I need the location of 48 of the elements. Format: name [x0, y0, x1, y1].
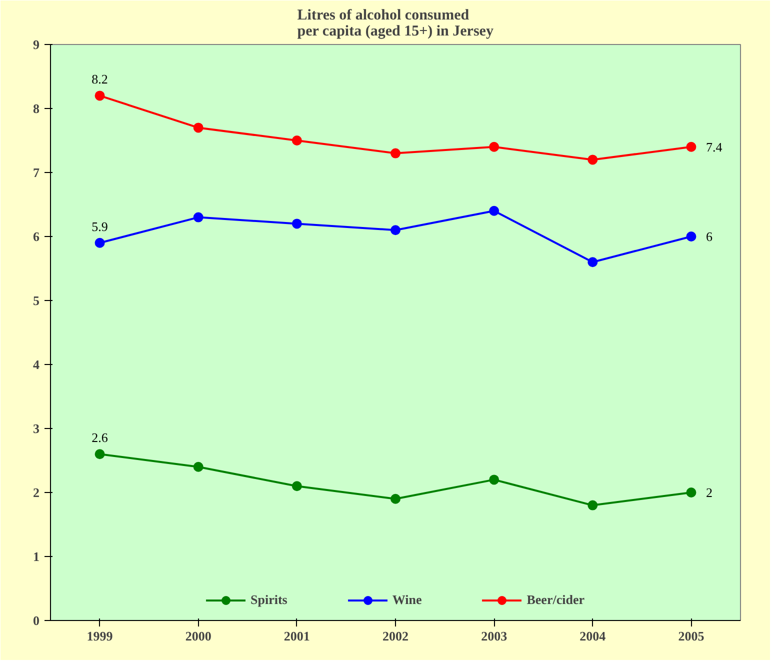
x-tick-label: 2002 — [382, 628, 408, 644]
y-tick-label: 7 — [33, 165, 40, 180]
point — [193, 462, 204, 472]
point — [292, 136, 302, 146]
point — [588, 154, 598, 165]
point — [292, 218, 302, 229]
y-tick-label: 1 — [33, 549, 40, 564]
y-tick-label: 5 — [33, 293, 40, 308]
x-tick-label: 2004 — [580, 628, 606, 644]
point — [94, 90, 105, 101]
legend-label: Spirits — [250, 592, 288, 608]
y-tick-label: 3 — [33, 421, 40, 436]
point — [686, 232, 696, 242]
data-label: 7.4 — [706, 139, 723, 154]
x-tick-label: 1999 — [86, 628, 114, 644]
point — [390, 494, 400, 504]
y-tick-label: 9 — [33, 37, 40, 52]
point — [489, 142, 500, 152]
data-label: 8.2 — [92, 72, 108, 87]
x-tick-label: 2003 — [481, 628, 508, 644]
point — [193, 212, 204, 222]
point — [686, 142, 696, 152]
data-label: 5.9 — [92, 218, 108, 234]
data-label: 6 — [706, 229, 713, 244]
point — [489, 206, 500, 216]
point — [588, 500, 598, 510]
point — [94, 238, 105, 248]
point — [588, 257, 598, 268]
point — [292, 481, 302, 492]
point — [193, 122, 204, 133]
y-tick-label: 0 — [33, 613, 40, 628]
legend-label: Beer/cider — [526, 592, 584, 608]
data-label: 2.6 — [92, 430, 108, 446]
point — [489, 474, 500, 485]
y-tick-label: 2 — [33, 485, 40, 500]
y-tick-label: 4 — [33, 357, 40, 372]
chart-title: Litres of alcohol consumed per capita (aged 15+) in Jersey — [297, 8, 494, 40]
point — [390, 148, 400, 158]
data-label: 2 — [706, 485, 712, 500]
x-tick-label: 2001 — [284, 628, 310, 644]
y-tick-label: 8 — [33, 101, 40, 116]
x-tick-label: 2000 — [185, 628, 212, 644]
point — [94, 449, 105, 460]
point — [390, 225, 400, 236]
legend-label: Wine — [392, 592, 422, 608]
x-tick-label: 2005 — [678, 628, 705, 644]
point — [686, 488, 696, 498]
y-tick-label: 6 — [33, 229, 40, 244]
